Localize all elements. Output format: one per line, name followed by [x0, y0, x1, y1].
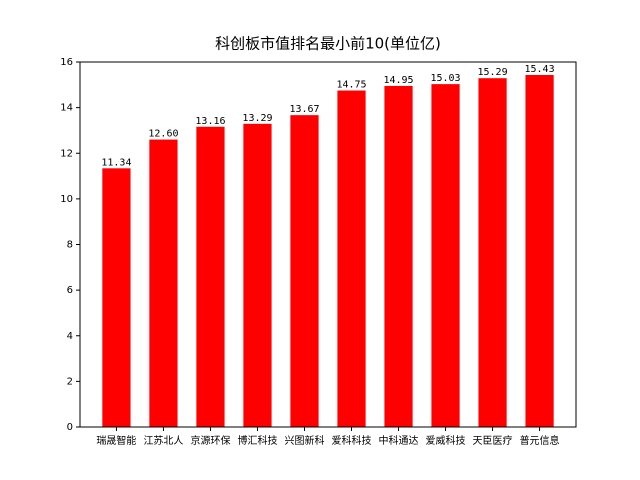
chart-title: 科创板市值排名最小前10(单位亿) [215, 35, 441, 53]
value-label: 15.43 [525, 64, 555, 75]
value-label: 13.16 [195, 116, 225, 127]
value-label: 11.34 [101, 157, 131, 168]
bar [196, 126, 225, 427]
y-tick-label: 6 [67, 285, 73, 296]
value-label: 15.29 [477, 67, 507, 78]
x-tick-label: 中科通达 [379, 434, 419, 447]
value-label: 14.95 [383, 75, 413, 86]
bar [431, 84, 460, 428]
y-tick-label: 0 [67, 422, 73, 433]
y-tick-label: 8 [67, 240, 73, 251]
bar [243, 123, 272, 428]
bar [102, 168, 131, 427]
bar [525, 75, 554, 428]
x-tick-label: 爱科科技 [332, 434, 372, 447]
bar [384, 85, 413, 427]
plot-frame [79, 61, 577, 428]
value-label: 13.29 [242, 113, 272, 124]
x-tick-label: 普元信息 [520, 434, 560, 447]
y-tick-label: 10 [60, 194, 73, 205]
y-tick-label: 2 [67, 376, 73, 387]
value-label: 14.75 [336, 80, 366, 91]
bar [149, 139, 178, 427]
value-label: 12.60 [148, 129, 178, 140]
x-tick-label: 京源环保 [190, 434, 230, 447]
x-tick-label: 瑞晟智能 [96, 434, 136, 447]
y-tick-label: 4 [67, 331, 73, 342]
x-tick-label: 兴图新科 [284, 434, 324, 447]
x-tick-label: 爱威科技 [426, 434, 466, 447]
x-tick-label: 江苏北人 [143, 434, 183, 447]
bar [337, 90, 366, 427]
bar [290, 115, 319, 427]
bar [478, 78, 507, 428]
x-tick-label: 天臣医疗 [473, 434, 513, 447]
value-label: 13.67 [289, 104, 319, 115]
x-tick-label: 博汇科技 [237, 434, 277, 447]
y-tick-label: 14 [60, 103, 73, 114]
y-tick-label: 16 [60, 57, 73, 68]
value-label: 15.03 [430, 73, 460, 84]
y-tick-label: 12 [60, 148, 73, 159]
